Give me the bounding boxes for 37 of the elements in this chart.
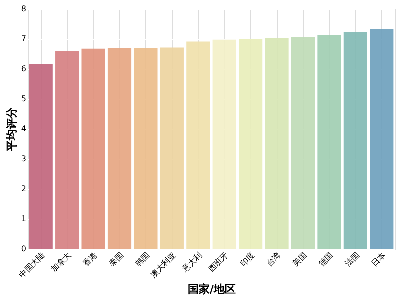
y-tick-label: 8 — [21, 4, 26, 14]
x-tick-label: 德国 — [317, 250, 336, 268]
y-tick-label: 3 — [21, 154, 26, 164]
y-tick-label: 5 — [21, 94, 26, 104]
bar — [344, 32, 368, 249]
x-tick-label: 印度 — [238, 250, 256, 268]
bar — [212, 40, 236, 249]
bar — [186, 42, 210, 249]
bar — [108, 48, 132, 249]
x-tick-label: 西班牙 — [206, 250, 230, 274]
x-tick-label: 香港 — [82, 250, 100, 268]
y-tick-label: 4 — [21, 124, 26, 134]
x-tick-label: 美国 — [291, 250, 309, 268]
y-tick-label: 7 — [21, 34, 26, 44]
x-tick-label: 日本 — [370, 250, 388, 268]
bar — [291, 37, 316, 249]
bar — [370, 29, 394, 249]
bar — [239, 39, 263, 249]
x-tick-label: 法国 — [344, 250, 362, 268]
x-axis-title: 国家/地区 — [188, 282, 236, 296]
y-tick-label: 1 — [21, 214, 26, 224]
bar — [82, 48, 106, 249]
x-tick-label: 泰国 — [108, 250, 126, 268]
x-tick-label: 台湾 — [265, 250, 283, 268]
bar — [134, 48, 158, 249]
y-tick-label: 6 — [21, 64, 26, 74]
x-tick-label: 意大利 — [180, 250, 204, 275]
bar — [160, 48, 184, 249]
y-axis-title: 平均评分 — [5, 106, 18, 152]
bar — [56, 51, 80, 249]
y-tick-label: 2 — [21, 184, 26, 194]
x-tick-label: 中国大陆 — [18, 250, 47, 280]
x-tick-label: 加拿大 — [50, 250, 73, 274]
bar — [318, 35, 342, 249]
bar — [29, 64, 53, 249]
bar — [265, 38, 289, 249]
y-tick-label: 0 — [21, 244, 26, 254]
